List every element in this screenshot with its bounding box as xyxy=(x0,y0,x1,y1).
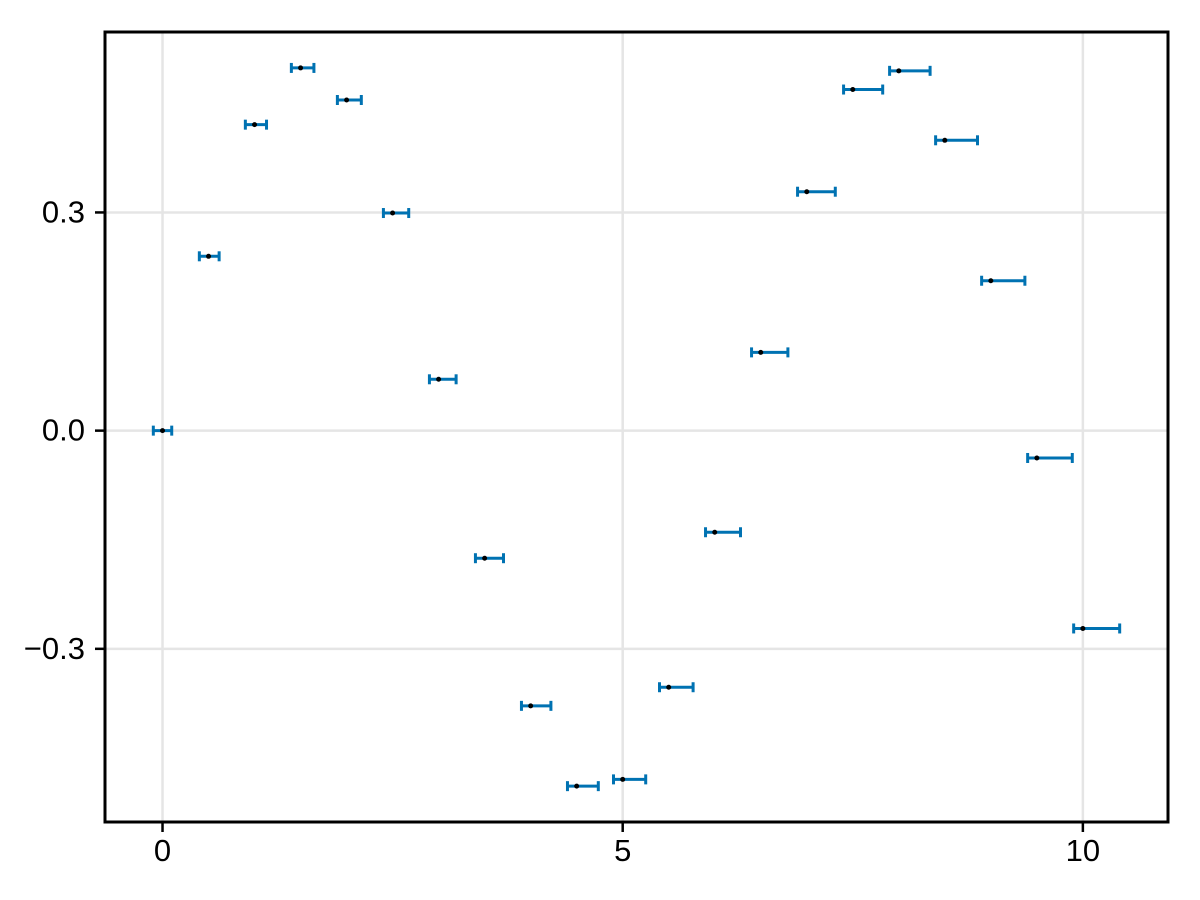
data-point-marker xyxy=(160,428,166,434)
data-point-marker xyxy=(206,253,212,259)
data-point-marker xyxy=(850,87,856,93)
data-point-marker xyxy=(574,783,580,789)
data-point-marker xyxy=(390,210,396,216)
data-point-marker xyxy=(298,65,304,71)
data-point-marker xyxy=(528,703,534,709)
data-point-marker xyxy=(1080,625,1086,631)
y-axis-tick-label: 0.0 xyxy=(42,413,85,448)
data-point-marker xyxy=(252,122,258,128)
data-point-marker xyxy=(988,278,994,284)
y-axis-tick-label: 0.3 xyxy=(42,194,85,229)
data-point-marker xyxy=(804,189,810,195)
x-axis-tick-label: 10 xyxy=(1066,833,1100,868)
data-point-marker xyxy=(666,684,672,690)
data-point-marker xyxy=(1034,455,1040,461)
x-axis-tick-label: 5 xyxy=(614,833,631,868)
data-point-marker xyxy=(942,137,948,143)
data-point-marker xyxy=(758,349,764,355)
y-axis-tick-label: −0.3 xyxy=(24,631,85,666)
data-point-marker xyxy=(712,529,718,535)
data-point-marker xyxy=(620,776,626,782)
data-point-marker xyxy=(436,376,442,382)
x-axis-tick-label: 0 xyxy=(154,833,171,868)
axis-frame xyxy=(103,30,1170,824)
data-point-marker xyxy=(344,97,350,103)
data-point-marker xyxy=(896,68,902,74)
data-point-marker xyxy=(482,555,488,561)
